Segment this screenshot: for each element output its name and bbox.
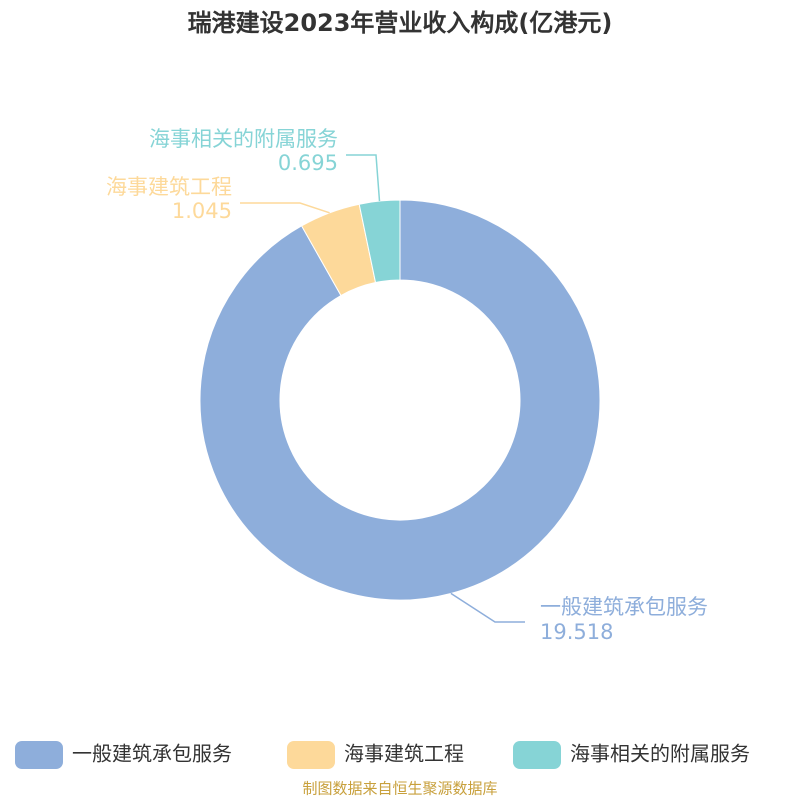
legend-swatch <box>287 741 335 769</box>
legend-label: 海事建筑工程 <box>344 742 464 766</box>
donut-slice <box>199 199 601 601</box>
legend-swatch <box>15 741 63 769</box>
slice-label: 海事建筑工程 <box>106 175 232 199</box>
leader-line <box>240 202 330 214</box>
legend-label: 海事相关的附属服务 <box>570 742 750 766</box>
slice-value: 19.518 <box>540 620 613 644</box>
slice-label: 海事相关的附属服务 <box>149 127 338 151</box>
leader-line <box>450 592 525 623</box>
slice-value: 0.695 <box>278 151 338 175</box>
leader-line <box>346 154 381 202</box>
source-note: 制图数据来自恒生聚源数据库 <box>302 780 497 798</box>
legend-swatch <box>513 741 561 769</box>
legend-label: 一般建筑承包服务 <box>72 742 232 766</box>
slice-label: 一般建筑承包服务 <box>540 595 708 619</box>
slice-value: 1.045 <box>172 199 232 223</box>
chart-title: 瑞港建设2023年营业收入构成(亿港元) <box>188 9 613 37</box>
donut-slice <box>358 199 401 284</box>
